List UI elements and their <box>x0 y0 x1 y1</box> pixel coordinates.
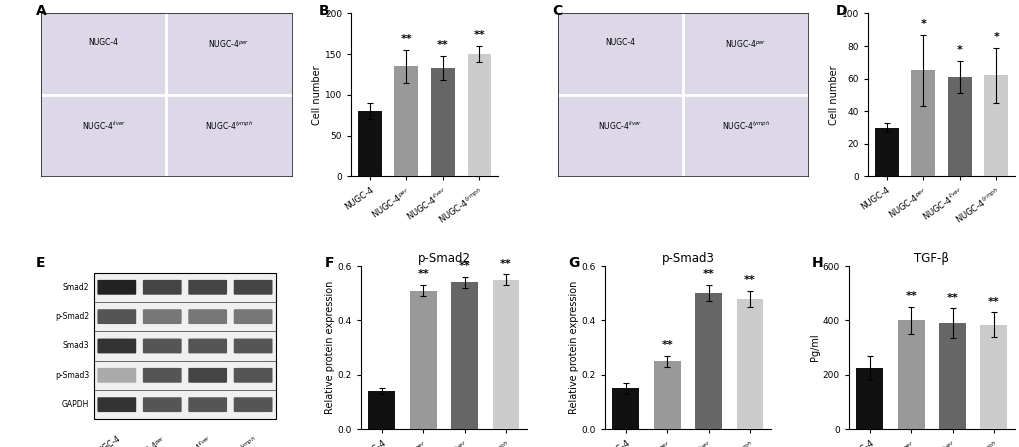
Bar <box>358 111 381 177</box>
Bar <box>467 54 491 177</box>
Y-axis label: Pg/ml: Pg/ml <box>809 334 819 362</box>
Text: GAPDH: GAPDH <box>62 400 90 409</box>
Y-axis label: Cell number: Cell number <box>828 65 839 125</box>
Text: **: ** <box>417 270 429 279</box>
Bar <box>947 77 971 177</box>
FancyBboxPatch shape <box>189 338 227 354</box>
Text: **: ** <box>702 270 713 279</box>
Text: p-Smad2: p-Smad2 <box>55 312 90 321</box>
Text: NUGC-4$^{liver}$: NUGC-4$^{liver}$ <box>82 119 125 132</box>
Bar <box>856 368 882 429</box>
Text: E: E <box>36 256 46 270</box>
Bar <box>368 391 395 429</box>
Bar <box>979 325 1007 429</box>
Text: Smad3: Smad3 <box>62 342 90 350</box>
Text: *: * <box>956 45 962 55</box>
Text: NUGC-4: NUGC-4 <box>604 38 635 47</box>
Text: **: ** <box>499 258 512 269</box>
FancyBboxPatch shape <box>143 397 181 412</box>
Text: **: ** <box>660 340 673 350</box>
FancyBboxPatch shape <box>189 368 227 383</box>
Bar <box>431 68 454 177</box>
Text: **: ** <box>400 34 412 44</box>
FancyBboxPatch shape <box>143 280 181 295</box>
Y-axis label: Relative protein expression: Relative protein expression <box>568 281 578 414</box>
Bar <box>938 323 965 429</box>
Text: D: D <box>835 4 847 17</box>
Text: **: ** <box>905 291 916 301</box>
Text: Smad2: Smad2 <box>63 283 90 292</box>
Bar <box>394 67 418 177</box>
FancyBboxPatch shape <box>189 280 227 295</box>
Text: C: C <box>552 4 562 17</box>
Bar <box>897 320 923 429</box>
FancyBboxPatch shape <box>143 309 181 324</box>
FancyBboxPatch shape <box>233 309 272 324</box>
Bar <box>736 299 762 429</box>
Text: **: ** <box>744 275 755 285</box>
FancyBboxPatch shape <box>233 338 272 354</box>
Text: H: H <box>811 256 823 270</box>
Y-axis label: Cell number: Cell number <box>312 65 322 125</box>
FancyBboxPatch shape <box>98 309 137 324</box>
Text: **: ** <box>459 261 470 271</box>
Text: *: * <box>993 32 999 42</box>
FancyBboxPatch shape <box>98 397 137 412</box>
FancyBboxPatch shape <box>98 368 137 383</box>
Title: TGF-β: TGF-β <box>913 252 949 265</box>
Bar <box>653 361 680 429</box>
Text: **: ** <box>436 40 448 50</box>
FancyBboxPatch shape <box>189 397 227 412</box>
FancyBboxPatch shape <box>98 280 137 295</box>
FancyBboxPatch shape <box>233 280 272 295</box>
Text: NUGC-4$^{lymph}$: NUGC-4$^{lymph}$ <box>205 119 253 132</box>
FancyBboxPatch shape <box>98 338 137 354</box>
FancyBboxPatch shape <box>143 368 181 383</box>
Bar <box>874 127 898 177</box>
Text: G: G <box>568 256 579 270</box>
FancyBboxPatch shape <box>143 338 181 354</box>
Text: A: A <box>36 4 47 17</box>
Text: *: * <box>919 19 925 29</box>
Title: p-Smad3: p-Smad3 <box>660 252 713 265</box>
Text: B: B <box>319 4 329 17</box>
Text: F: F <box>324 256 333 270</box>
FancyBboxPatch shape <box>233 397 272 412</box>
Bar <box>492 280 519 429</box>
Text: **: ** <box>946 292 958 303</box>
Text: p-Smad3: p-Smad3 <box>55 371 90 380</box>
Title: p-Smad2: p-Smad2 <box>417 252 470 265</box>
Text: NUGC-4$^{lymph}$: NUGC-4$^{lymph}$ <box>720 119 769 132</box>
Bar <box>983 76 1007 177</box>
Text: NUGC-4$^{per}$: NUGC-4$^{per}$ <box>725 38 765 50</box>
Text: NUGC-4: NUGC-4 <box>89 38 118 47</box>
Bar <box>695 293 721 429</box>
Text: **: ** <box>473 30 485 40</box>
Bar <box>410 291 436 429</box>
FancyBboxPatch shape <box>233 368 272 383</box>
Text: **: ** <box>987 296 999 307</box>
FancyBboxPatch shape <box>94 273 275 419</box>
Text: NUGC-4$^{per}$: NUGC-4$^{per}$ <box>208 38 250 50</box>
Bar <box>910 71 934 177</box>
Y-axis label: Relative protein expression: Relative protein expression <box>324 281 334 414</box>
FancyBboxPatch shape <box>189 309 227 324</box>
Text: NUGC-4$^{liver}$: NUGC-4$^{liver}$ <box>598 119 642 132</box>
Bar <box>611 388 639 429</box>
Bar <box>450 283 478 429</box>
